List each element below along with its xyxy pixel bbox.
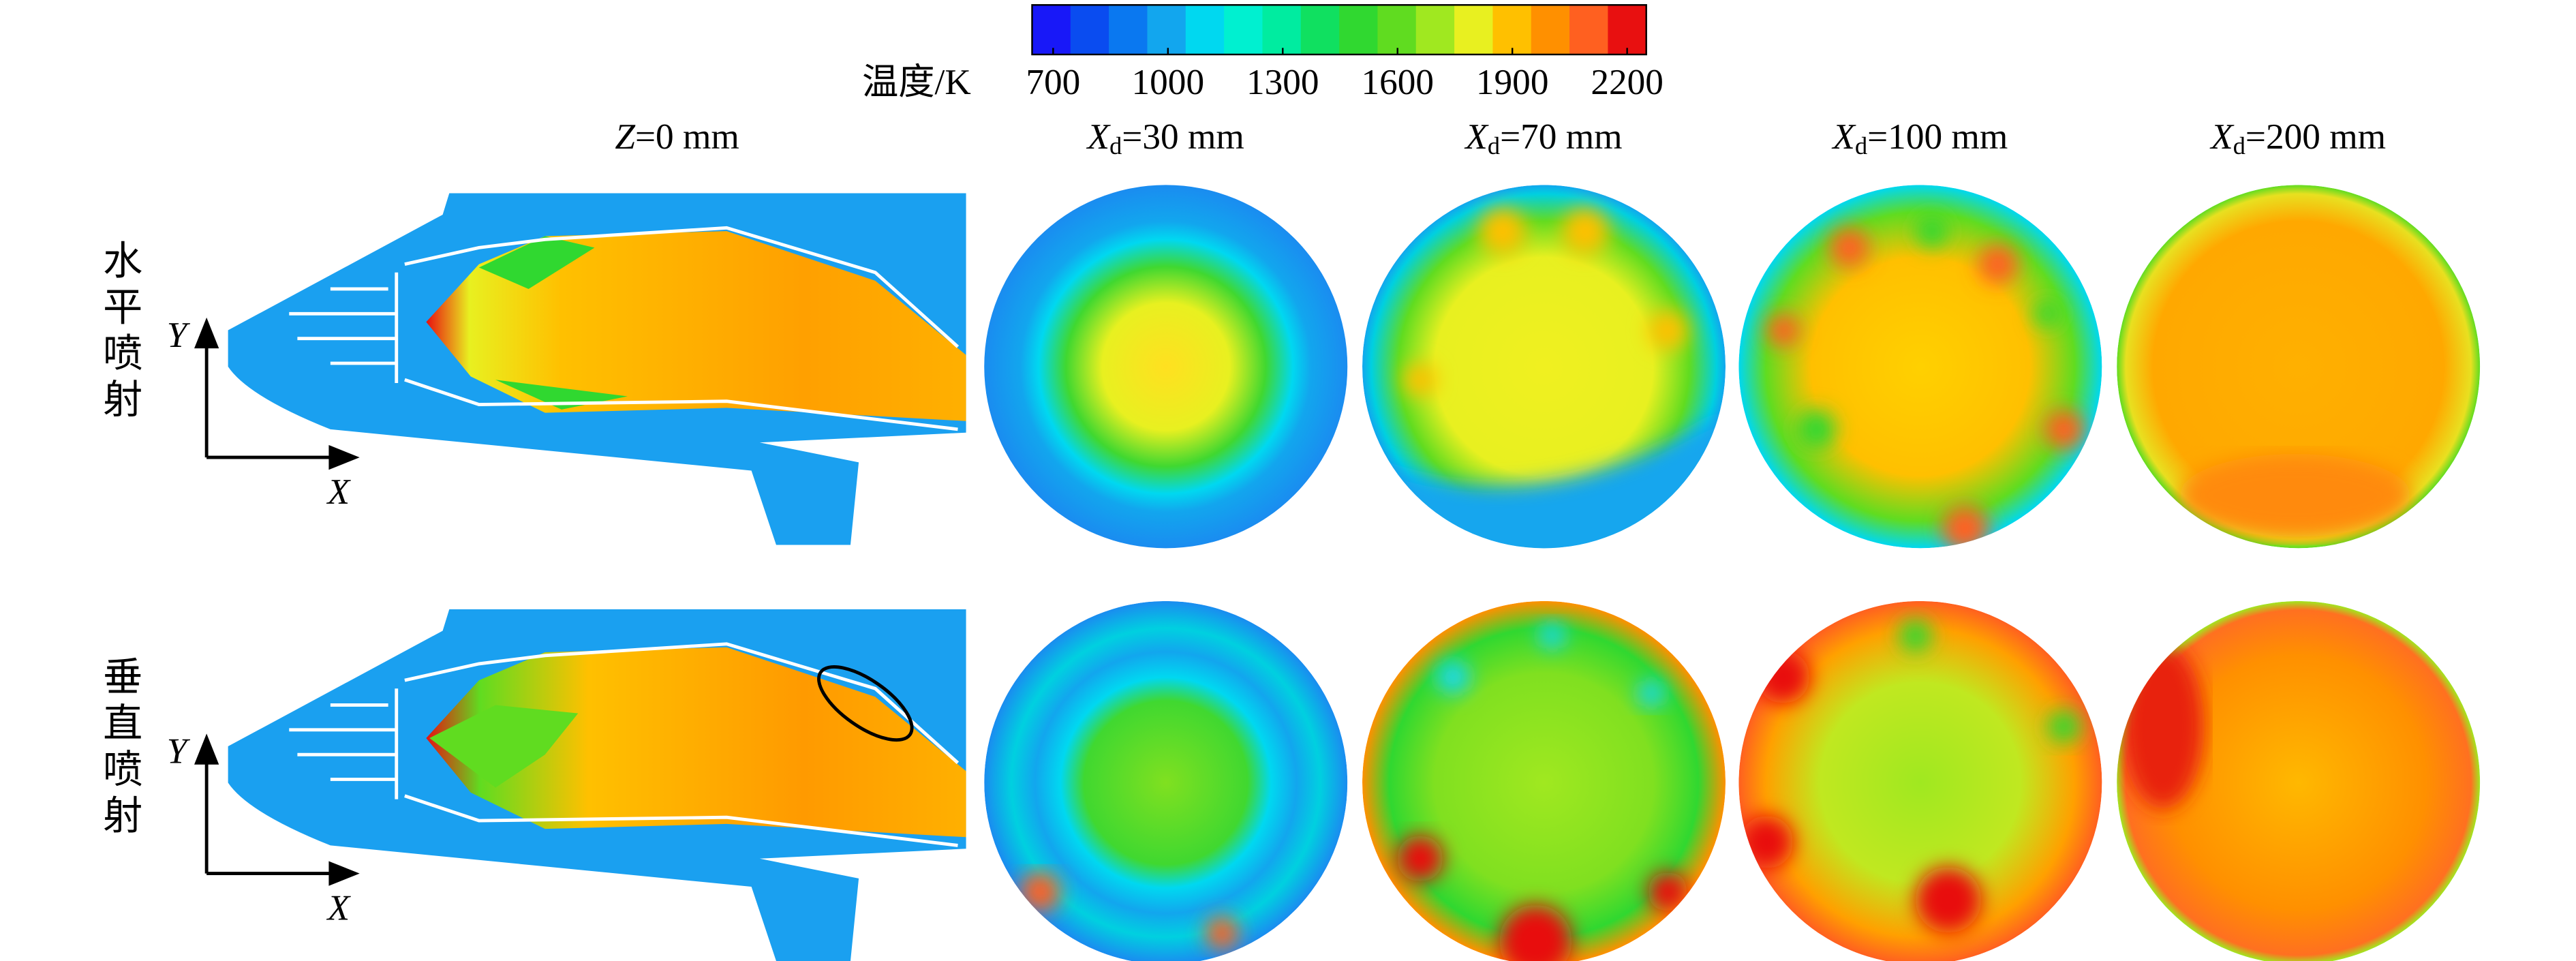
header-text: =70 mm [1500, 117, 1623, 157]
colorbar-band [1224, 5, 1263, 55]
axis-label: Y [167, 315, 191, 355]
column-header: Xd=200 mm [2209, 117, 2386, 159]
colorbar-tick-label: 700 [1026, 62, 1080, 102]
colorbar-band [1109, 5, 1148, 55]
colorbar-tick-label: 2200 [1591, 62, 1663, 102]
header-subscript: d [1855, 132, 1867, 159]
colorbar-band [1147, 5, 1186, 55]
colorbar: 700 1000 1300 1600 1900 2200 [1026, 4, 1663, 102]
axis-label: Y [167, 731, 191, 771]
colorbar-tick-label: 1600 [1361, 62, 1434, 102]
row-label: 垂直喷射 [97, 656, 142, 840]
colorbar-band [1377, 5, 1417, 55]
axis-arrows [194, 317, 360, 470]
colorbar-band [1185, 5, 1225, 55]
axis-label: X [326, 472, 352, 512]
colorbar-band [1300, 5, 1340, 55]
header-subscript: d [2233, 132, 2245, 159]
column-header: Xd=70 mm [1464, 117, 1622, 159]
row-label: 水平喷射 [97, 239, 142, 424]
header-text: =0 mm [635, 117, 739, 157]
header-text: =100 mm [1867, 117, 2008, 157]
colorbar-tick-label: 1300 [1246, 62, 1319, 102]
colorbar-band [1070, 5, 1109, 55]
colorbar-band [1262, 5, 1302, 55]
column-header: Xd=30 mm [1086, 117, 1244, 159]
column-header: Xd=100 mm [1831, 117, 2008, 159]
header-subscript: d [1488, 132, 1500, 159]
colorbar-band [1454, 5, 1494, 55]
colorbar-band [1339, 5, 1379, 55]
header-variable: X [1464, 117, 1489, 157]
combustor-section [228, 193, 966, 545]
colorbar-label: 温度/K [862, 62, 971, 102]
colorbar-band [1531, 5, 1570, 55]
colorbar-band [1032, 5, 1071, 55]
header-variable: X [1831, 117, 1856, 157]
header-text: =200 mm [2245, 117, 2386, 157]
header-text: =30 mm [1122, 117, 1244, 157]
axis-label: X [326, 888, 352, 928]
header-variable: Z [615, 117, 636, 157]
column-headers: Z=0 mm Xd=30 mm Xd=70 mm Xd=100 mm Xd=200 mm [615, 117, 2386, 159]
colorbar-band [1492, 5, 1532, 55]
axis-arrows [194, 733, 360, 886]
colorbar-band [1415, 5, 1455, 55]
colorbar-frame [1031, 4, 1647, 56]
header-variable: X [2209, 117, 2235, 157]
row-labels: 水平喷射 Y X 垂直喷射 Y X [97, 239, 360, 928]
combustor-section [228, 609, 966, 961]
colorbar-band [1569, 5, 1609, 55]
colorbar-tick-label: 1900 [1476, 62, 1549, 102]
colorbar-band [1608, 5, 1647, 55]
cross-sections [984, 185, 2481, 961]
column-header: Z=0 mm [615, 117, 739, 157]
header-variable: X [1086, 117, 1111, 157]
header-subscript: d [1109, 132, 1122, 159]
colorbar-tick-label: 1000 [1132, 62, 1205, 102]
